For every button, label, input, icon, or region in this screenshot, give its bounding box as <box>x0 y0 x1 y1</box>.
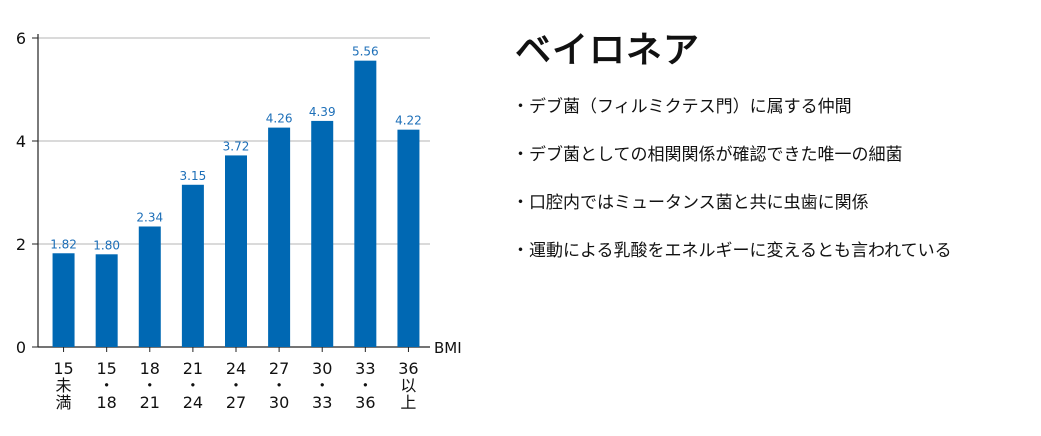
feature-list: ・デブ菌（フィルミクテス門）に属する仲間 ・デブ菌としての相関関係が確認できた唯… <box>512 96 1037 262</box>
x-tick-label: 上 <box>400 393 416 412</box>
bar <box>354 60 377 347</box>
bar <box>311 120 334 347</box>
feature-item: ・運動による乳酸をエネルギーに変えるとも言われている <box>512 241 952 261</box>
x-tick-label: 満 <box>56 393 72 412</box>
x-tick-label: 未 <box>56 376 72 395</box>
x-tick-label: 15 <box>96 359 116 378</box>
x-tick-label: 24 <box>183 393 203 412</box>
x-tick-label: 36 <box>398 359 418 378</box>
bar-chart: 0246BMI1.8215未満1.8015・182.3418・213.1521・… <box>16 29 462 412</box>
data-label: 5.56 <box>352 45 379 59</box>
bar <box>95 254 118 347</box>
x-tick-label: 27 <box>226 393 246 412</box>
data-label: 3.72 <box>223 139 250 153</box>
data-label: 2.34 <box>136 210 163 224</box>
x-tick-label: 36 <box>355 393 375 412</box>
x-axis-label: BMI <box>434 339 462 357</box>
y-tick-label: 6 <box>16 29 26 48</box>
bar <box>225 155 247 347</box>
x-tick-label: 21 <box>183 359 203 378</box>
x-tick-label: 27 <box>269 359 289 378</box>
bar <box>52 253 75 347</box>
y-tick-label: 0 <box>16 338 26 357</box>
x-tick-label: 18 <box>140 359 160 378</box>
x-tick-label: ・ <box>357 376 373 395</box>
data-label: 1.82 <box>50 237 77 251</box>
feature-item: ・口腔内ではミュータンス菌と共に虫歯に関係 <box>512 193 869 213</box>
x-tick-label: ・ <box>271 376 287 395</box>
y-tick-label: 2 <box>16 235 26 254</box>
feature-item: ・デブ菌としての相関関係が確認できた唯一の細菌 <box>512 145 903 165</box>
bar <box>181 184 204 347</box>
bar <box>268 127 291 347</box>
x-tick-label: ・ <box>314 376 330 395</box>
data-label: 4.39 <box>309 105 336 119</box>
x-tick-label: 33 <box>355 359 375 378</box>
x-tick-label: ・ <box>142 376 158 395</box>
x-tick-label: 24 <box>226 359 246 378</box>
x-tick-label: 30 <box>312 359 332 378</box>
x-tick-label: 15 <box>53 359 73 378</box>
feature-item: ・デブ菌（フィルミクテス門）に属する仲間 <box>512 97 852 117</box>
description-panel: ベイロネア ・デブ菌（フィルミクテス門）に属する仲間 ・デブ菌としての相関関係が… <box>512 28 1037 288</box>
bar <box>397 129 420 347</box>
data-label: 4.22 <box>395 114 422 128</box>
data-label: 4.26 <box>266 112 293 126</box>
data-label: 1.80 <box>93 238 120 252</box>
x-tick-label: 以 <box>400 376 416 395</box>
x-tick-label: ・ <box>228 376 244 395</box>
x-tick-label: 30 <box>269 393 289 412</box>
data-label: 3.15 <box>180 169 207 183</box>
x-tick-label: 18 <box>96 393 116 412</box>
x-tick-label: 21 <box>140 393 160 412</box>
panel-title: ベイロネア <box>515 30 701 71</box>
y-tick-label: 4 <box>16 132 26 151</box>
bar <box>138 226 161 347</box>
x-tick-label: 33 <box>312 393 332 412</box>
x-tick-label: ・ <box>99 376 115 395</box>
x-tick-label: ・ <box>185 376 201 395</box>
